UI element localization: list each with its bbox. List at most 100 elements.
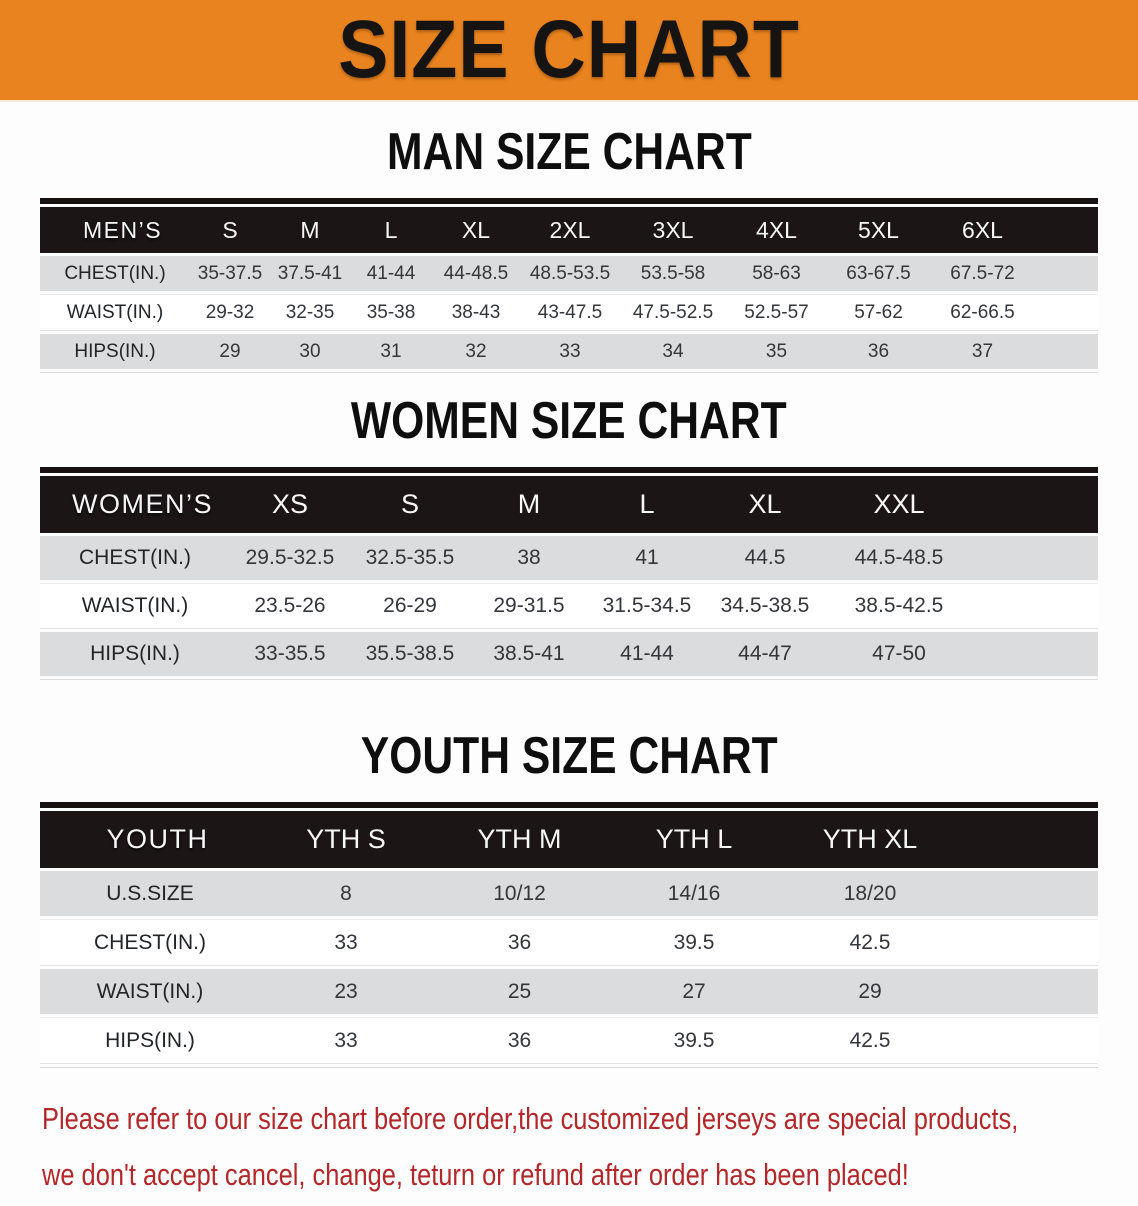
size-value: 23 [260, 969, 432, 1014]
disclaimer-line-1: Please refer to our size chart before or… [42, 1101, 1019, 1136]
women-size-table: WOMEN’S XS S M L XL XXL CHEST(IN.) 29.5-… [40, 473, 1098, 679]
size-value: 26-29 [350, 583, 470, 629]
size-value: 47.5-52.5 [620, 294, 726, 331]
men-size-col-header: 3XL [620, 207, 726, 253]
size-value: 43-47.5 [520, 294, 620, 331]
men-hips-row: HIPS(IN.) 29 30 31 32 33 34 35 36 37 [40, 334, 1098, 369]
men-size-col-header: 5XL [827, 207, 930, 253]
size-value: 8 [260, 871, 432, 916]
row-label: CHEST(IN.) [40, 256, 190, 291]
size-value: 32.5-35.5 [350, 536, 470, 580]
size-value: 38.5-42.5 [824, 583, 974, 629]
women-size-col-header: XXL [824, 476, 974, 533]
size-value: 52.5-57 [726, 294, 827, 331]
men-chest-row: CHEST(IN.) 35-37.5 37.5-41 41-44 44-48.5… [40, 256, 1098, 291]
size-value: 41-44 [350, 256, 432, 291]
men-size-table-wrap: MEN’S S M L XL 2XL 3XL 4XL 5XL 6XL CHEST… [40, 198, 1098, 373]
youth-corner-label: YOUTH [40, 811, 260, 868]
size-value: 53.5-58 [620, 256, 726, 291]
size-value: 39.5 [607, 919, 781, 966]
size-value: 23.5-26 [230, 583, 350, 629]
size-value: 32 [432, 334, 520, 369]
size-value: 36 [432, 919, 607, 966]
size-value: 38-43 [432, 294, 520, 331]
size-value: 44.5 [706, 536, 824, 580]
size-value: 29 [190, 334, 270, 369]
size-value: 31 [350, 334, 432, 369]
women-size-col-header: M [470, 476, 588, 533]
youth-section-heading: YOUTH SIZE CHART [0, 728, 1138, 784]
size-value: 44-47 [706, 632, 824, 676]
men-header-row: MEN’S S M L XL 2XL 3XL 4XL 5XL 6XL [40, 207, 1098, 253]
table-filler [1035, 207, 1098, 253]
table-filler [959, 919, 1098, 966]
size-value: 35.5-38.5 [350, 632, 470, 676]
table-filler [974, 583, 1098, 629]
table-filler [974, 476, 1098, 533]
youth-chest-row: CHEST(IN.) 33 36 39.5 42.5 [40, 919, 1098, 966]
row-label: U.S.SIZE [40, 871, 260, 916]
table-filler [959, 1017, 1098, 1064]
size-value: 37 [930, 334, 1035, 369]
row-label: HIPS(IN.) [40, 632, 230, 676]
men-heading-text: MAN SIZE CHART [386, 123, 752, 181]
youth-size-col-header: YTH S [260, 811, 432, 868]
men-size-col-header: 4XL [726, 207, 827, 253]
men-size-col-header: 6XL [930, 207, 1035, 253]
size-value: 33 [260, 919, 432, 966]
size-value: 29-31.5 [470, 583, 588, 629]
size-value: 41 [588, 536, 706, 580]
size-value: 36 [432, 1017, 607, 1064]
women-corner-label: WOMEN’S [40, 476, 230, 533]
men-size-col-header: XL [432, 207, 520, 253]
size-value: 42.5 [781, 919, 959, 966]
size-value: 34 [620, 334, 726, 369]
size-value: 32-35 [270, 294, 350, 331]
women-header-row: WOMEN’S XS S M L XL XXL [40, 476, 1098, 533]
size-value: 44.5-48.5 [824, 536, 974, 580]
size-value: 62-66.5 [930, 294, 1035, 331]
size-value: 14/16 [607, 871, 781, 916]
youth-header-row: YOUTH YTH S YTH M YTH L YTH XL [40, 811, 1098, 868]
row-label: CHEST(IN.) [40, 919, 260, 966]
size-value: 34.5-38.5 [706, 583, 824, 629]
row-label: WAIST(IN.) [40, 294, 190, 331]
size-value: 33-35.5 [230, 632, 350, 676]
size-value: 38 [470, 536, 588, 580]
table-filler [1035, 294, 1098, 331]
size-value: 33 [520, 334, 620, 369]
size-value: 41-44 [588, 632, 706, 676]
women-section-heading: WOMEN SIZE CHART [0, 393, 1138, 449]
size-value: 31.5-34.5 [588, 583, 706, 629]
size-value: 18/20 [781, 871, 959, 916]
size-value: 63-67.5 [827, 256, 930, 291]
row-label: HIPS(IN.) [40, 1017, 260, 1064]
youth-size-col-header: YTH M [432, 811, 607, 868]
youth-heading-text: YOUTH SIZE CHART [360, 727, 778, 785]
men-section-heading: MAN SIZE CHART [0, 124, 1138, 180]
size-value: 38.5-41 [470, 632, 588, 676]
size-value: 36 [827, 334, 930, 369]
banner-title: SIZE CHART [338, 4, 800, 95]
youth-size-table-wrap: YOUTH YTH S YTH M YTH L YTH XL U.S.SIZE … [40, 802, 1098, 1068]
size-value: 58-63 [726, 256, 827, 291]
table-filler [1035, 256, 1098, 291]
women-hips-row: HIPS(IN.) 33-35.5 35.5-38.5 38.5-41 41-4… [40, 632, 1098, 676]
table-filler [974, 536, 1098, 580]
table-filler [959, 969, 1098, 1014]
size-value: 33 [260, 1017, 432, 1064]
women-waist-row: WAIST(IN.) 23.5-26 26-29 29-31.5 31.5-34… [40, 583, 1098, 629]
disclaimer-line-2: we don't accept cancel, change, teturn o… [42, 1157, 909, 1192]
disclaimer: Please refer to our size chart before or… [42, 1094, 1138, 1206]
row-label: CHEST(IN.) [40, 536, 230, 580]
women-size-col-header: XL [706, 476, 824, 533]
row-label: WAIST(IN.) [40, 969, 260, 1014]
women-size-col-header: L [588, 476, 706, 533]
size-value: 42.5 [781, 1017, 959, 1064]
size-value: 27 [607, 969, 781, 1014]
size-value: 35-38 [350, 294, 432, 331]
size-chart-banner: SIZE CHART [0, 0, 1138, 102]
men-size-col-header: 2XL [520, 207, 620, 253]
size-value: 25 [432, 969, 607, 1014]
women-size-table-wrap: WOMEN’S XS S M L XL XXL CHEST(IN.) 29.5-… [40, 467, 1098, 680]
